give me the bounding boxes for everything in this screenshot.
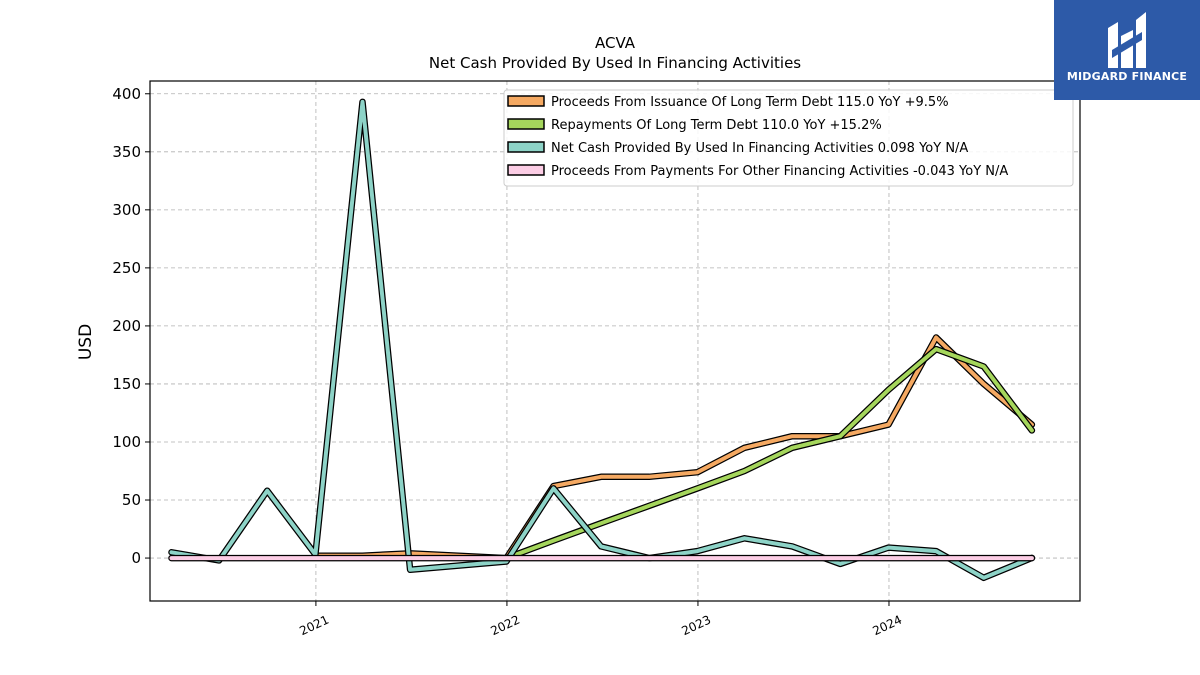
legend-label: Net Cash Provided By Used In Financing A… [551,141,968,156]
legend-swatch [507,95,545,107]
x-axis: 2021 2022 2023 2024 [297,601,904,638]
midgard-logo: MIDGARD FINANCE [1054,0,1200,100]
y-tick-label: 400 [112,85,141,103]
series-line-outline [312,334,1036,562]
legend-swatch [507,164,545,176]
logo-text: MIDGARD FINANCE [1066,70,1188,83]
x-tick-label: 2022 [488,613,522,639]
y-tick-label: 250 [112,259,141,277]
legend-label: Repayments Of Long Term Debt 110.0 YoY +… [551,118,882,133]
plot-frame [149,80,1081,602]
x-tick-label: 2024 [870,613,904,639]
series-1 [312,334,1036,562]
y-tick-label: 0 [131,549,141,567]
x-tick-label: 2023 [679,613,713,639]
chart-subtitle: Net Cash Provided By Used In Financing A… [429,54,801,72]
y-tick-label: 350 [112,143,141,161]
series-2 [503,345,1036,562]
series-line [504,347,1034,561]
y-tick-label: 200 [112,317,141,335]
series-line [169,99,1034,580]
legend: Proceeds From Issuance Of Long Term Debt… [503,89,1074,187]
chart-title: ACVA [595,34,636,52]
y-tick-label: 50 [122,491,141,509]
y-tick-label: 300 [112,201,141,219]
legend-label: Proceeds From Payments For Other Financi… [551,164,1008,179]
x-tick-label: 2021 [297,613,331,639]
series-3 [168,98,1036,582]
y-axis-label: USD [76,324,96,360]
y-tick-label: 100 [112,433,141,451]
y-tick-label: 150 [112,375,141,393]
legend-label: Proceeds From Issuance Of Long Term Debt… [551,95,949,110]
legend-swatch [507,141,545,153]
series-line [313,335,1034,561]
y-axis: 0 50 100 150 200 250 300 350 400 [112,85,150,567]
midgard-logo-icon [1108,12,1146,68]
series-layer [168,98,1036,582]
legend-swatch [507,118,545,130]
legend-box [503,89,1074,187]
